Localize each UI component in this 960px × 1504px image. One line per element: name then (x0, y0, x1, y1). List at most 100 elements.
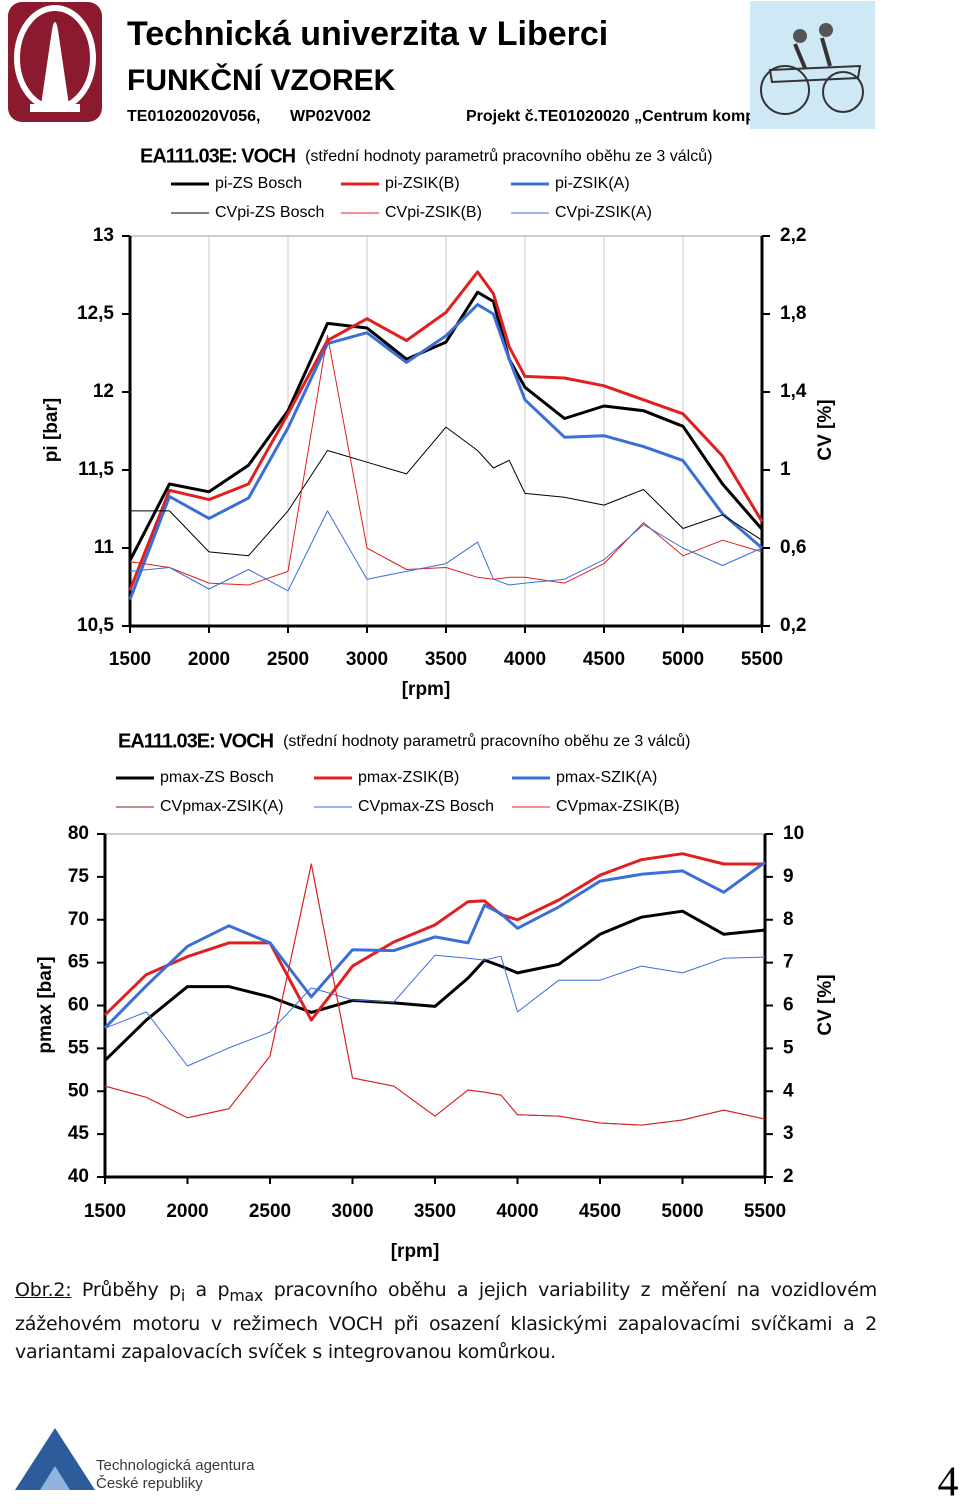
chart-title: EA111.03E: VOCH (140, 145, 296, 167)
y2-tick-label: 0,2 (780, 615, 806, 636)
x-tick-label: 5500 (744, 1201, 786, 1222)
caption-label: Obr.2: (15, 1279, 72, 1301)
y2-tick-label: 5 (783, 1037, 794, 1058)
y2-tick-label: 1,4 (780, 381, 807, 402)
legend-label: CVpi-ZSIK(B) (385, 204, 482, 221)
data-line (104, 863, 766, 1126)
data-line (128, 290, 764, 562)
y2-tick-label: 10 (783, 823, 804, 844)
data-line (129, 334, 763, 586)
university-name: Technická univerzita v Liberci (127, 15, 608, 53)
y-tick-label: 10,5 (77, 615, 114, 636)
data-line (104, 863, 766, 1126)
x-tick-label: 2500 (267, 649, 309, 670)
x-tick-label: 5500 (741, 649, 783, 670)
x-tick-label: 1500 (84, 1201, 126, 1222)
legend-label: pi-ZS Bosch (215, 175, 302, 192)
figure-caption: Obr.2: Průběhy pi a pmax pracovního oběh… (15, 1276, 877, 1366)
x-axis-label: [rpm] (402, 679, 451, 700)
y-tick-label: 13 (93, 225, 114, 246)
chart-subtitle: (střední hodnoty parametrů pracovního ob… (283, 732, 690, 750)
x-tick-label: 4500 (579, 1201, 621, 1222)
legend-label: pi-ZSIK(A) (555, 175, 630, 192)
agency-name: Technologická agentura (96, 1457, 255, 1474)
y-tick-label: 70 (68, 909, 89, 930)
y2-tick-label: 0,6 (780, 537, 806, 558)
caption-text: pracovního oběhu a jejich variability z … (15, 1279, 878, 1363)
x-tick-label: 3000 (331, 1201, 373, 1222)
x-tick-label: 2500 (249, 1201, 291, 1222)
y-tick-label: 12,5 (77, 303, 114, 324)
x-tick-label: 3000 (346, 649, 388, 670)
agency-logo (15, 1428, 95, 1490)
y2-axis-label: CV [%] (815, 399, 836, 460)
y-tick-label: 60 (68, 995, 89, 1016)
y-tick-label: 75 (68, 866, 90, 887)
y-tick-label: 55 (68, 1037, 90, 1058)
x-tick-label: 4500 (583, 649, 625, 670)
agency-name: České republiky (96, 1475, 203, 1492)
data-line (103, 909, 766, 1062)
legend-label: CVpmax-ZSIK(A) (160, 798, 284, 815)
data-line (128, 303, 763, 601)
y-tick-label: 50 (68, 1080, 89, 1101)
data-line (128, 270, 764, 591)
x-tick-label: 3500 (414, 1201, 456, 1222)
y2-tick-label: 4 (783, 1080, 794, 1101)
y2-tick-label: 2 (783, 1166, 794, 1187)
x-tick-label: 1500 (109, 649, 151, 670)
y2-axis-label: CV [%] (815, 974, 836, 1035)
y-tick-label: 80 (68, 823, 89, 844)
legend-label: CVpi-ZS Bosch (215, 204, 324, 221)
y-tick-label: 11,5 (78, 459, 114, 480)
page-number: 4 (938, 1460, 959, 1504)
x-tick-label: 4000 (496, 1201, 538, 1222)
university-logo (8, 2, 102, 122)
chart-title: EA111.03E: VOCH (118, 730, 274, 752)
y-tick-label: 40 (68, 1166, 89, 1187)
y-axis-label: pi [bar] (41, 398, 62, 462)
legend-label: pmax-ZSIK(B) (358, 769, 459, 786)
y2-tick-label: 1 (780, 459, 791, 480)
x-axis-label: [rpm] (391, 1241, 440, 1262)
document-type: FUNKČNÍ VZOREK (127, 63, 396, 97)
caption-text: a p (185, 1279, 230, 1301)
y2-tick-label: 3 (783, 1123, 794, 1144)
data-line (129, 510, 763, 592)
y2-tick-label: 1,8 (780, 303, 806, 324)
y-tick-label: 45 (68, 1123, 90, 1144)
x-tick-label: 2000 (166, 1201, 208, 1222)
legend-label: CVpmax-ZS Bosch (358, 798, 494, 815)
data-line (103, 861, 766, 1029)
x-tick-label: 4000 (504, 649, 546, 670)
legend-label: CVpi-ZSIK(A) (555, 204, 652, 221)
y2-tick-label: 2,2 (780, 225, 806, 246)
caption-text: Průběhy p (71, 1279, 181, 1301)
x-tick-label: 5000 (662, 649, 704, 670)
data-line (103, 852, 765, 1022)
x-tick-label: 3500 (425, 649, 467, 670)
vintage-car-illustration (750, 1, 875, 129)
y-tick-label: 11 (94, 537, 115, 558)
code: WP02V002 (290, 108, 371, 125)
y2-tick-label: 7 (783, 952, 794, 973)
chart-subtitle: (střední hodnoty parametrů pracovního ob… (305, 147, 712, 165)
y-axis-label: pmax [bar] (35, 956, 56, 1053)
x-tick-label: 2000 (188, 649, 230, 670)
y2-tick-label: 9 (783, 866, 794, 887)
legend-label: CVpmax-ZSIK(B) (556, 798, 680, 815)
legend-label: pmax-ZS Bosch (160, 769, 274, 786)
x-tick-label: 5000 (661, 1201, 703, 1222)
y2-tick-label: 8 (783, 909, 794, 930)
caption-subscript: max (229, 1285, 264, 1305)
legend-label: pmax-SZIK(A) (556, 769, 657, 786)
caption-subscript: i (180, 1285, 186, 1305)
y-tick-label: 65 (68, 952, 90, 973)
data-line (104, 954, 766, 1067)
legend-label: pi-ZSIK(B) (385, 175, 460, 192)
y2-tick-label: 6 (783, 995, 794, 1016)
data-line (130, 426, 763, 557)
y-tick-label: 12 (93, 381, 114, 402)
